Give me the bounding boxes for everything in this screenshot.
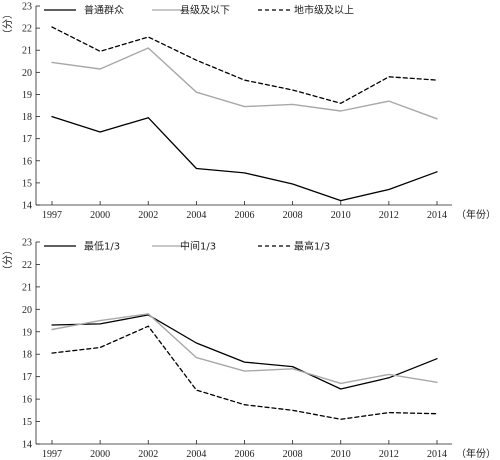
legend-label-3: 地市级及以上 bbox=[294, 4, 354, 17]
x-tick-label: 2002 bbox=[138, 449, 158, 460]
y-tick-label: 22 bbox=[22, 260, 32, 271]
x-tick-label: 2000 bbox=[90, 210, 110, 221]
x-tick-label: 2010 bbox=[331, 210, 351, 221]
x-tick-label: 2010 bbox=[331, 449, 351, 460]
x-tick-label: 2000 bbox=[90, 449, 110, 460]
y-tick-label: 16 bbox=[22, 156, 32, 167]
chart-panel-2: 14 15 16 17 18 19 20 21 22 23 1997 2000 2002 2004 2006… bbox=[2, 238, 496, 460]
x-tick-label: 2014 bbox=[427, 210, 447, 221]
y-tick-label: 23 bbox=[22, 238, 32, 249]
y-axis-label: （分） bbox=[2, 9, 14, 39]
legend-label-2: 县级及以下 bbox=[180, 5, 230, 17]
legend-label-1: 普通群众 bbox=[84, 4, 124, 17]
y-tick-label: 21 bbox=[22, 46, 32, 57]
y-tick-label: 16 bbox=[22, 395, 32, 406]
y-tick-label: 20 bbox=[22, 305, 32, 316]
series-line-2 bbox=[51, 313, 438, 385]
y-tick-label: 18 bbox=[22, 350, 32, 361]
x-tick-label: 2008 bbox=[283, 210, 303, 221]
y-tick-label: 14 bbox=[22, 201, 32, 212]
x-tick-label: 2002 bbox=[138, 210, 158, 221]
x-axis-label: （年份） bbox=[456, 208, 496, 221]
x-tick-label: 2014 bbox=[427, 449, 447, 460]
y-axis-label: （分） bbox=[2, 245, 14, 275]
x-tick-label: 1997 bbox=[42, 210, 62, 221]
chart-panel-1: 14 15 16 17 18 19 20 21 22 23 1997 2000 2002 2004 2006… bbox=[2, 2, 496, 222]
y-tick-label: 17 bbox=[22, 134, 32, 145]
x-tick-label: 2008 bbox=[283, 449, 303, 460]
series-line-2 bbox=[51, 47, 438, 120]
series-line-3 bbox=[51, 26, 438, 104]
y-tick-label: 18 bbox=[22, 112, 32, 123]
x-tick-label: 2004 bbox=[186, 210, 206, 221]
legend-label-1: 最低1/3 bbox=[84, 240, 120, 253]
series-line-1 bbox=[51, 115, 438, 202]
y-tick-label: 19 bbox=[22, 327, 32, 338]
y-tick-label: 17 bbox=[22, 372, 32, 383]
series-line-1 bbox=[51, 314, 438, 390]
y-tick-label: 23 bbox=[22, 2, 32, 13]
y-tick-label: 20 bbox=[22, 68, 32, 79]
x-tick-label: 2012 bbox=[379, 210, 399, 221]
y-tick-label: 15 bbox=[22, 417, 32, 428]
x-tick-label: 1997 bbox=[42, 449, 62, 460]
x-tick-label: 2006 bbox=[235, 449, 255, 460]
legend-label-2: 中间1/3 bbox=[180, 240, 216, 253]
x-tick-label: 2012 bbox=[379, 449, 399, 460]
x-tick-label: 2006 bbox=[235, 210, 255, 221]
y-tick-label: 21 bbox=[22, 282, 32, 293]
y-tick-label: 14 bbox=[22, 440, 32, 451]
series-line-3 bbox=[51, 325, 438, 420]
x-axis-label: （年份） bbox=[456, 447, 496, 460]
legend-label-3: 最高1/3 bbox=[294, 240, 330, 253]
y-tick-label: 19 bbox=[22, 90, 32, 101]
y-tick-label: 22 bbox=[22, 24, 32, 35]
y-tick-label: 15 bbox=[22, 178, 32, 189]
x-tick-label: 2004 bbox=[186, 449, 206, 460]
